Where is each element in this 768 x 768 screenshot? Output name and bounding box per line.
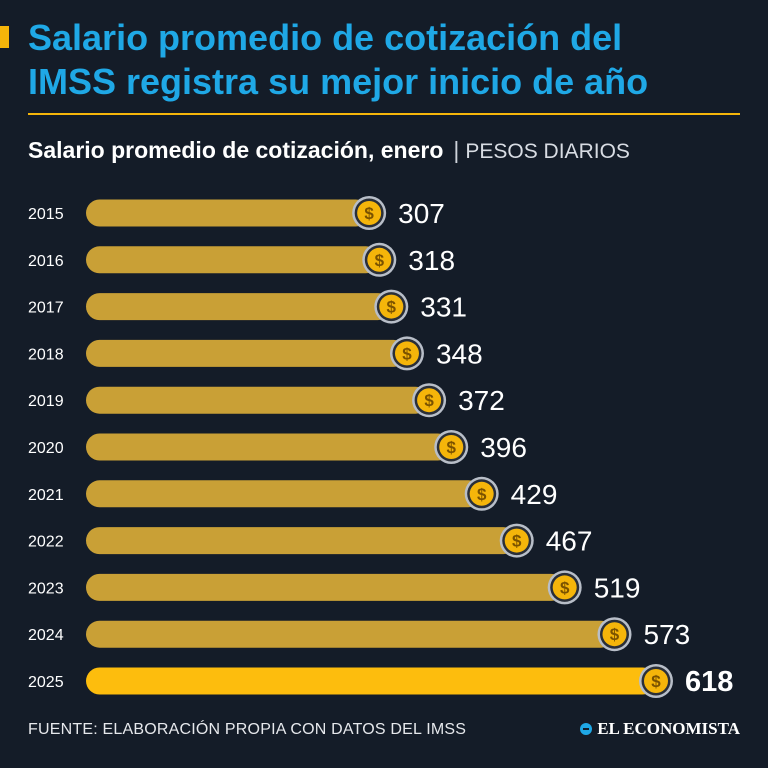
dollar-coin-icon bbox=[379, 294, 404, 319]
chart-title: Salario promedio de cotización, enero bbox=[28, 137, 444, 163]
value-label: 372 bbox=[458, 385, 505, 416]
dollar-coin-icon bbox=[469, 481, 494, 506]
bar-group-2023: 2023 $519 bbox=[28, 570, 641, 605]
page-title: Salario promedio de cotización del IMSS … bbox=[28, 16, 748, 104]
source-note: FUENTE: ELABORACIÓN PROPIA CON DATOS DEL… bbox=[28, 721, 467, 738]
dollar-sign: $ bbox=[610, 625, 620, 644]
value-label: 429 bbox=[511, 479, 558, 510]
category-label: 2024 bbox=[28, 627, 64, 644]
value-label: 348 bbox=[436, 338, 483, 369]
dollar-sign: $ bbox=[512, 532, 522, 551]
bar bbox=[86, 246, 380, 274]
title-line-1: Salario promedio de cotización del bbox=[28, 17, 623, 58]
category-label: 2021 bbox=[28, 487, 64, 504]
bar bbox=[86, 667, 656, 695]
dollar-coin-icon bbox=[394, 341, 419, 366]
bar bbox=[86, 620, 615, 648]
bar-group-2016: 2016 $318 bbox=[28, 242, 455, 277]
dollar-coin-icon bbox=[367, 247, 392, 272]
bar-group-2022: 2022 $467 bbox=[28, 523, 593, 558]
value-label: 396 bbox=[480, 432, 527, 463]
dollar-coin-icon bbox=[357, 201, 382, 225]
title-accent-bar bbox=[0, 26, 9, 48]
brand-logo-icon bbox=[580, 723, 593, 735]
category-label: 2019 bbox=[28, 393, 64, 410]
bar-group-2015: 2015 $307 bbox=[28, 196, 445, 230]
bar-group-2025: 2025 $618 bbox=[28, 664, 733, 698]
chart-subtitle: Salario promedio de cotización, enero | PE… bbox=[28, 137, 748, 164]
brand-name: EL ECONOMISTA bbox=[597, 719, 740, 738]
bar-group-2017: 2017 $331 bbox=[28, 289, 467, 324]
dollar-sign: $ bbox=[387, 298, 397, 317]
dollar-coin-icon bbox=[417, 388, 442, 413]
category-label: 2015 bbox=[28, 206, 64, 223]
bar-group-2020: 2020 $396 bbox=[28, 430, 527, 464]
category-label: 2017 bbox=[28, 300, 64, 317]
bar-group-2024: 2024 $573 bbox=[28, 617, 690, 652]
value-label: 519 bbox=[594, 572, 641, 603]
category-label: 2022 bbox=[28, 534, 64, 551]
category-label: 2025 bbox=[28, 674, 64, 691]
bar-group-2018: 2018 $348 bbox=[28, 336, 483, 371]
value-label: 618 bbox=[685, 666, 733, 698]
dollar-sign: $ bbox=[364, 204, 374, 223]
bar bbox=[86, 480, 482, 508]
dollar-sign: $ bbox=[651, 672, 661, 691]
bar bbox=[86, 293, 392, 321]
dollar-sign: $ bbox=[402, 344, 412, 363]
brand-logo: EL ECONOMISTA bbox=[580, 719, 740, 739]
unit-label: PESOS DIARIOS bbox=[465, 140, 630, 163]
category-label: 2016 bbox=[28, 253, 64, 270]
dollar-coin-icon bbox=[602, 622, 627, 647]
value-label: 573 bbox=[643, 619, 690, 650]
dollar-sign: $ bbox=[560, 578, 570, 597]
dollar-sign: $ bbox=[424, 391, 434, 410]
value-label: 307 bbox=[398, 198, 445, 229]
bar bbox=[86, 339, 407, 367]
bar bbox=[86, 573, 565, 601]
value-label: 318 bbox=[408, 245, 455, 276]
dollar-sign: $ bbox=[375, 251, 385, 270]
subtitle-separator: | bbox=[453, 137, 460, 163]
dollar-coin-icon bbox=[644, 669, 668, 693]
bar-group-2019: 2019 $372 bbox=[28, 383, 505, 418]
category-label: 2023 bbox=[28, 580, 64, 597]
bar bbox=[86, 199, 370, 227]
dollar-coin-icon bbox=[552, 575, 577, 600]
dollar-coin-icon bbox=[439, 435, 464, 459]
dollar-sign: $ bbox=[477, 485, 487, 504]
bar-group-2021: 2021 $429 bbox=[28, 476, 558, 511]
bar bbox=[86, 386, 430, 414]
bar bbox=[86, 433, 452, 461]
value-label: 467 bbox=[546, 526, 593, 557]
title-divider bbox=[28, 113, 740, 115]
dollar-coin-icon bbox=[504, 528, 529, 553]
title-line-2: IMSS registra su mejor inicio de año bbox=[28, 61, 649, 102]
category-label: 2020 bbox=[28, 440, 64, 457]
category-label: 2018 bbox=[28, 346, 64, 363]
dollar-sign: $ bbox=[447, 438, 457, 457]
bar bbox=[86, 527, 517, 555]
value-label: 331 bbox=[420, 292, 467, 323]
